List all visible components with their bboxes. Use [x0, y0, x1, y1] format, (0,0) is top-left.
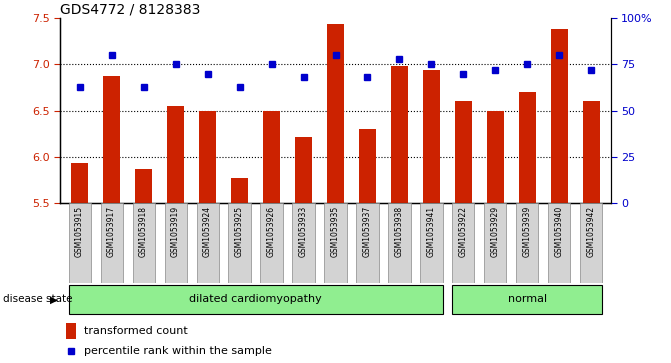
Bar	[260, 203, 282, 283]
Bar	[486, 111, 504, 203]
Text: GSM1053942: GSM1053942	[587, 206, 596, 257]
Text: GSM1053917: GSM1053917	[107, 206, 116, 257]
Text: GSM1053939: GSM1053939	[523, 206, 532, 257]
Bar	[164, 203, 187, 283]
Bar	[359, 129, 376, 203]
Bar	[133, 203, 154, 283]
Bar	[101, 203, 123, 283]
Text: GSM1053933: GSM1053933	[299, 206, 308, 257]
Bar	[295, 136, 312, 203]
Text: GSM1053929: GSM1053929	[491, 206, 500, 257]
Bar	[199, 111, 216, 203]
Text: transformed count: transformed count	[84, 326, 188, 336]
Bar	[356, 203, 378, 283]
Bar	[231, 178, 248, 203]
Text: GSM1053935: GSM1053935	[331, 206, 340, 257]
Bar	[452, 285, 603, 314]
Text: GSM1053938: GSM1053938	[395, 206, 404, 257]
Text: GSM1053941: GSM1053941	[427, 206, 436, 257]
Bar	[135, 169, 152, 203]
Text: GSM1053940: GSM1053940	[555, 206, 564, 257]
Bar	[327, 24, 344, 203]
Bar	[263, 111, 280, 203]
Bar	[455, 102, 472, 203]
Bar	[452, 203, 474, 283]
Text: percentile rank within the sample: percentile rank within the sample	[84, 346, 272, 356]
Bar	[421, 203, 442, 283]
Text: GSM1053924: GSM1053924	[203, 206, 212, 257]
Bar	[391, 66, 408, 203]
Text: GSM1053918: GSM1053918	[139, 206, 148, 257]
Bar	[551, 29, 568, 203]
Text: ▶: ▶	[50, 294, 58, 305]
Bar	[167, 106, 185, 203]
Bar	[293, 203, 315, 283]
Bar	[66, 323, 76, 339]
Bar	[423, 70, 440, 203]
Bar	[519, 92, 536, 203]
Bar	[68, 203, 91, 283]
Bar	[70, 163, 89, 203]
Bar	[325, 203, 346, 283]
Bar	[517, 203, 538, 283]
Text: dilated cardiomyopathy: dilated cardiomyopathy	[189, 294, 322, 305]
Text: GSM1053925: GSM1053925	[235, 206, 244, 257]
Bar	[580, 203, 603, 283]
Bar	[484, 203, 507, 283]
Bar	[197, 203, 219, 283]
Bar	[389, 203, 411, 283]
Bar	[103, 76, 120, 203]
Bar	[548, 203, 570, 283]
Text: GDS4772 / 8128383: GDS4772 / 8128383	[60, 3, 201, 17]
Text: disease state: disease state	[3, 294, 73, 305]
Text: GSM1053926: GSM1053926	[267, 206, 276, 257]
Text: GSM1053922: GSM1053922	[459, 206, 468, 257]
Text: GSM1053915: GSM1053915	[75, 206, 84, 257]
Text: GSM1053919: GSM1053919	[171, 206, 180, 257]
Bar	[229, 203, 250, 283]
Text: GSM1053937: GSM1053937	[363, 206, 372, 257]
Bar	[582, 102, 601, 203]
Text: normal: normal	[508, 294, 547, 305]
Bar	[68, 285, 442, 314]
